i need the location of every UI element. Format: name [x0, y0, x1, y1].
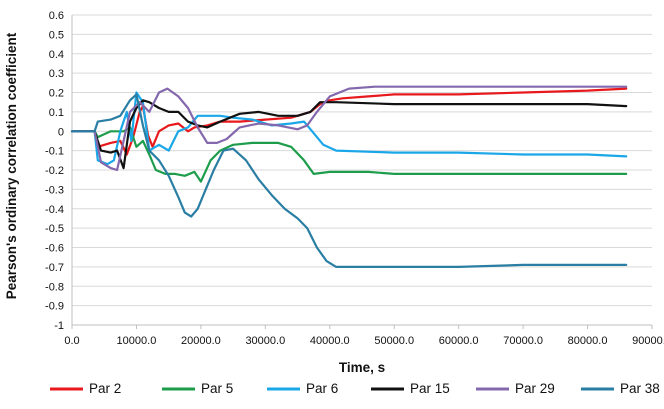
y-tick-label: -0.4 [45, 204, 64, 216]
y-tick-labels: 0.6 0.5 0.4 0.3 0.2 0.1 0 -0.1 -0.2 -0.3 -0.4 -0.5 -… [45, 10, 64, 332]
y-tick-label: -0.6 [45, 243, 64, 255]
y-tick-label: -0.7 [45, 262, 64, 274]
y-tick-label: -0.2 [45, 165, 64, 177]
legend-label: Par 38 [620, 381, 660, 396]
y-tick-label: -0.5 [45, 223, 64, 235]
legend: Par 2 Par 5 Par 6 Par 15 Par 29 Par 38 [50, 381, 660, 396]
y-tick-label: 0.1 [49, 107, 64, 119]
legend-label: Par 5 [201, 381, 233, 396]
y-tick-label: 0.6 [49, 10, 64, 22]
y-tick-label: 0.4 [49, 49, 64, 61]
x-tick-label: 30000.0 [245, 335, 285, 347]
y-tick-label: -0.9 [45, 301, 64, 313]
y-tick-label: 0.2 [49, 88, 64, 100]
y-tick-label: 0 [58, 126, 64, 138]
legend-label: Par 2 [89, 381, 121, 396]
x-axis-title: Time, s [339, 360, 385, 375]
y-tick-label: -0.1 [45, 146, 64, 158]
series-line-par-29 [70, 85, 628, 172]
series-line-par-2 [70, 87, 628, 156]
x-tick-label: 80000.0 [568, 335, 608, 347]
x-tick-label: 20000.0 [181, 335, 221, 347]
series-lines [70, 85, 628, 268]
y-tick-label: -1 [54, 320, 64, 332]
legend-label: Par 6 [306, 381, 338, 396]
y-axis-title: Pearson's ordinary correlation coefficie… [4, 32, 19, 299]
axes [71, 15, 652, 326]
y-tick-label: -0.8 [45, 281, 64, 293]
x-tick-label: 70000.0 [503, 335, 543, 347]
legend-label: Par 29 [515, 381, 555, 396]
y-tick-label: -0.3 [45, 184, 64, 196]
x-tick-label: 10000.0 [117, 335, 157, 347]
gridlines [72, 14, 652, 326]
series-line-par-6 [70, 91, 628, 166]
x-tick-label: 90000.0 [632, 335, 664, 347]
x-tick-label: 0.0 [64, 335, 79, 347]
series-line-par-38 [70, 93, 628, 268]
legend-label: Par 15 [410, 381, 450, 396]
x-tick-label: 40000.0 [310, 335, 350, 347]
x-tick-label: 60000.0 [439, 335, 479, 347]
x-tick-labels: 0.0 10000.0 20000.0 30000.0 40000.0 50000.0 60… [64, 325, 664, 347]
y-tick-label: 0.3 [49, 68, 64, 80]
y-tick-label: 0.5 [49, 29, 64, 41]
x-tick-label: 50000.0 [374, 335, 414, 347]
